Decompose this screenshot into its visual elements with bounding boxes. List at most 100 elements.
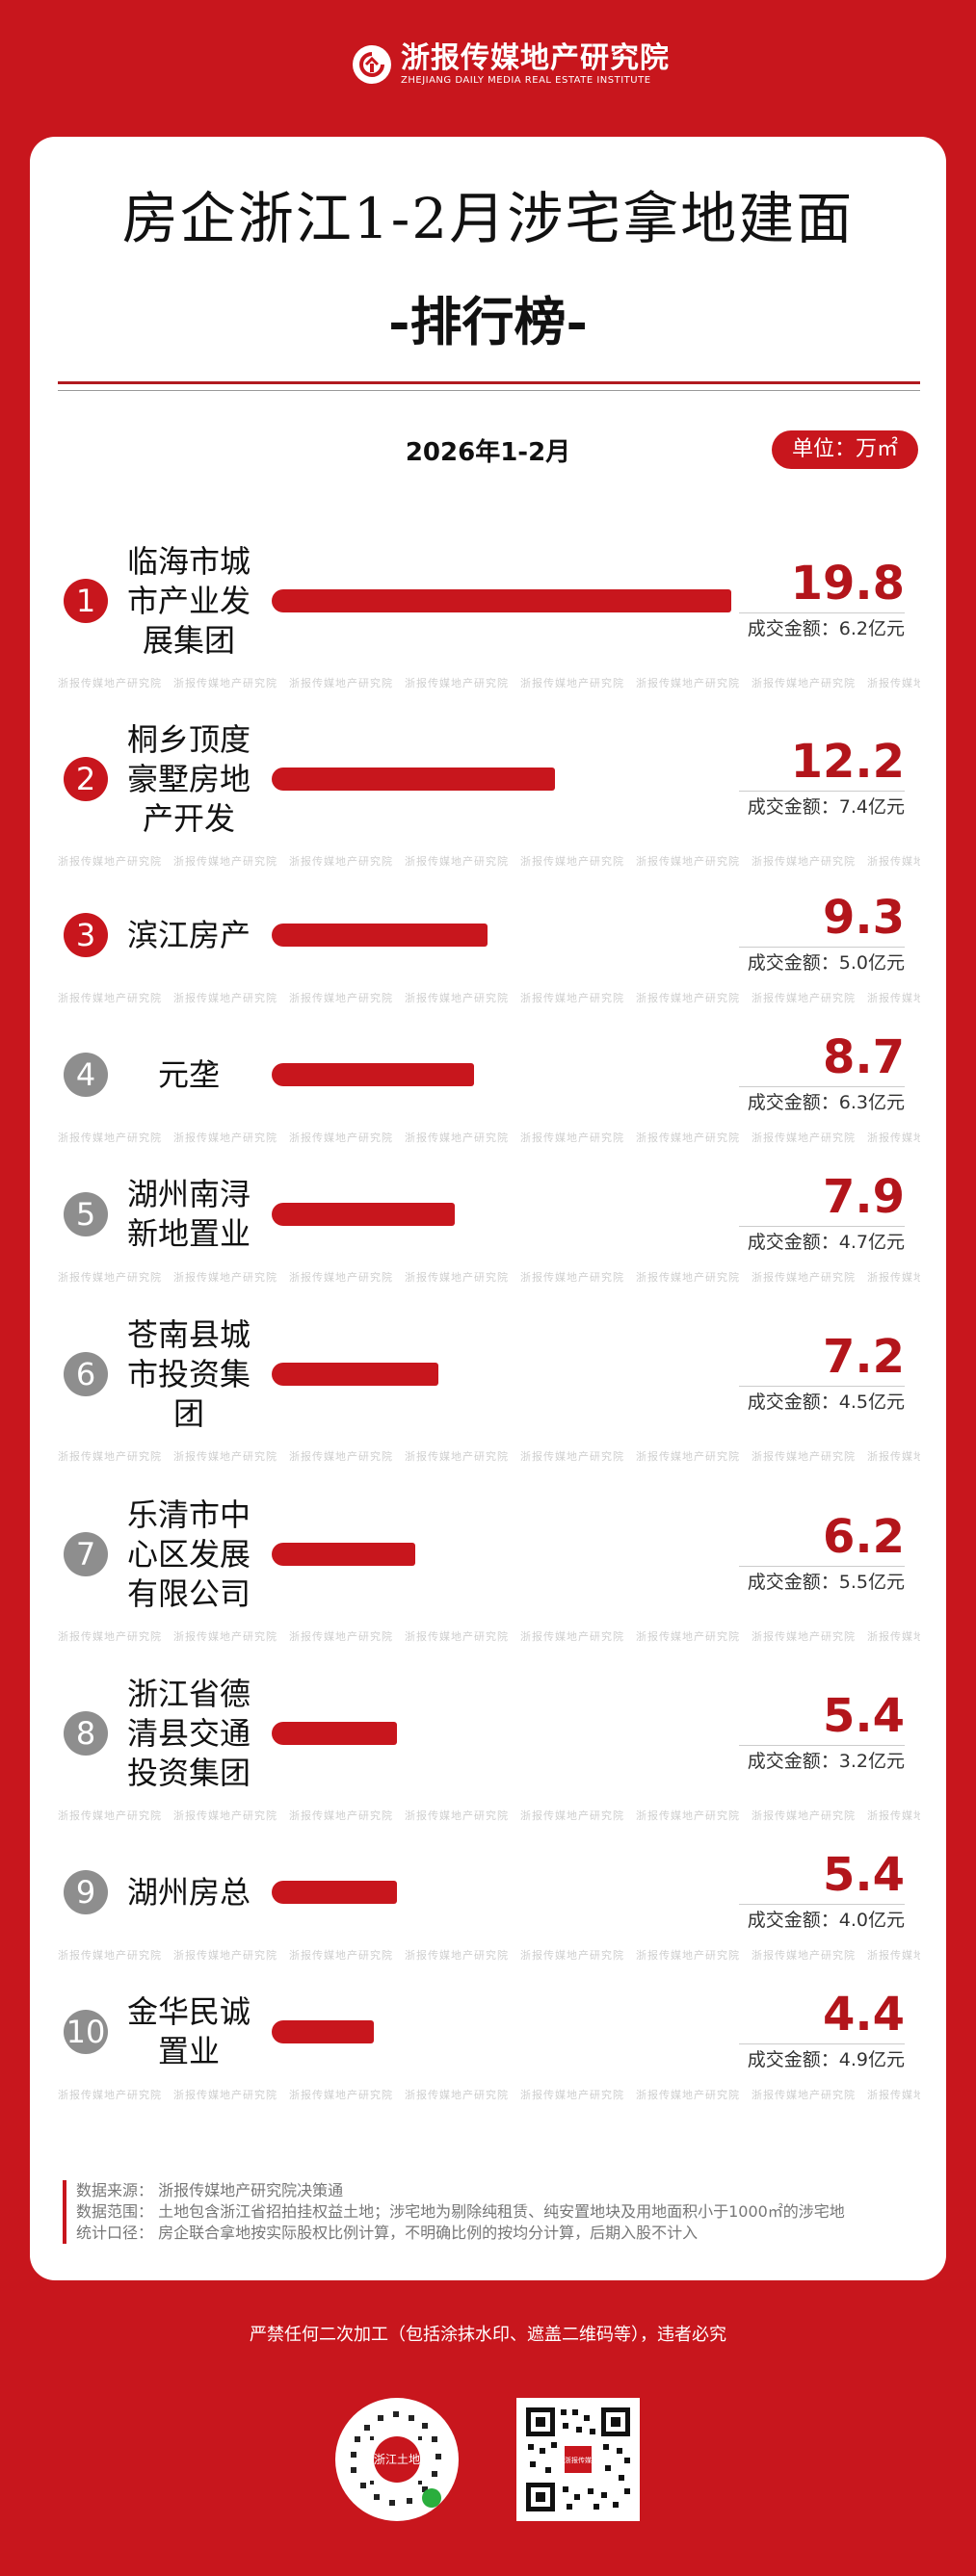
- deal-divider: [739, 1086, 905, 1087]
- watermark-strip: 浙报传媒地产研究院 浙报传媒地产研究院 浙报传媒地产研究院 浙报传媒地产研究院 …: [58, 855, 920, 868]
- ranking-row: 6 苍南县城市投资集团 7.2 成交金额：4.5亿元浙报传媒地产研究院 浙报传媒地产研…: [30, 1300, 946, 1464]
- rank-badge: 9: [64, 1870, 108, 1914]
- value-bar: [272, 1722, 397, 1745]
- value-label: 6.2: [822, 1510, 905, 1564]
- period-label: 2026年1-2月: [405, 438, 571, 467]
- value-bar: [272, 1881, 397, 1904]
- company-name: 湖州南浔新地置业: [126, 1176, 251, 1252]
- rank-badge: 3: [64, 913, 108, 957]
- company-name: 苍南县城市投资集团: [126, 1316, 251, 1432]
- company-name: 乐清市中心区发展有限公司: [126, 1496, 251, 1612]
- ranking-row: 8 浙江省德清县交通投资集团 5.4 成交金额：3.2亿元浙报传媒地产研究院 浙报传媒…: [30, 1659, 946, 1823]
- rank-badge: 4: [64, 1053, 108, 1097]
- deal-amount: 成交金额：5.5亿元: [747, 1572, 905, 1593]
- rank-badge: 10: [64, 2010, 108, 2054]
- value-label: 5.4: [822, 1848, 905, 1902]
- rank-badge: 6: [64, 1352, 108, 1396]
- note-source: 数据来源： 浙报传媒地产研究院决策通: [76, 2181, 344, 2199]
- watermark-strip: 浙报传媒地产研究院 浙报传媒地产研究院 浙报传媒地产研究院 浙报传媒地产研究院 …: [58, 1132, 920, 1144]
- deal-amount: 成交金额：4.0亿元: [747, 1910, 905, 1931]
- ranking-row: 5 湖州南浔新地置业 7.9 成交金额：4.7亿元浙报传媒地产研究院 浙报传媒地产研究…: [30, 1159, 946, 1285]
- company-name: 桐乡顶度豪墅房地产开发: [126, 721, 251, 837]
- deal-divider: [739, 612, 905, 613]
- value-label: 9.3: [822, 891, 905, 945]
- ranking-row: 1 临海市城市产业发展集团 19.8 成交金额：6.2亿元浙报传媒地产研究院 浙报传媒…: [30, 527, 946, 690]
- watermark-strip: 浙报传媒地产研究院 浙报传媒地产研究院 浙报传媒地产研究院 浙报传媒地产研究院 …: [58, 677, 920, 690]
- rank-badge: 5: [64, 1192, 108, 1236]
- ranking-row: 10 金华民诚置业 4.4 成交金额：4.9亿元浙报传媒地产研究院 浙报传媒地产研究院…: [30, 1977, 946, 2102]
- value-label: 7.2: [822, 1330, 905, 1384]
- deal-amount: 成交金额：4.7亿元: [747, 1232, 905, 1253]
- unit-badge: 单位：万㎡: [772, 430, 918, 469]
- rank-badge: 1: [64, 579, 108, 623]
- page-title: 房企浙江1-2月涉宅拿地建面: [121, 186, 855, 251]
- qr-code-zhejiang-land[interactable]: 浙江土地: [335, 2398, 459, 2521]
- deal-divider: [739, 1226, 905, 1227]
- deal-divider: [739, 1904, 905, 1905]
- deal-amount: 成交金额：4.9亿元: [747, 2049, 905, 2070]
- deal-amount: 成交金额：6.2亿元: [747, 618, 905, 639]
- deal-amount: 成交金额：3.2亿元: [747, 1751, 905, 1772]
- data-notes: 数据来源： 浙报传媒地产研究院决策通 数据范围： 土地包含浙江省招拍挂权益土地；…: [63, 2180, 924, 2244]
- note-scope: 数据范围： 土地包含浙江省招拍挂权益土地；涉宅地为剔除纯租赁、纯安置地块及用地面…: [76, 2202, 845, 2221]
- ranking-row: 2 桐乡顶度豪墅房地产开发 12.2 成交金额：7.4亿元浙报传媒地产研究院 浙报传媒…: [30, 705, 946, 869]
- logo-english-name: ZHEJIANG DAILY MEDIA REAL ESTATE INSTITU…: [401, 75, 651, 86]
- ranking-row: 4 元垄 8.7 成交金额：6.3亿元浙报传媒地产研究院 浙报传媒地产研究院 浙报传媒…: [30, 1020, 946, 1145]
- title-divider: [58, 381, 920, 384]
- deal-divider: [739, 1566, 905, 1567]
- company-name: 浙江省德清县交通投资集团: [126, 1676, 251, 1791]
- watermark-strip: 浙报传媒地产研究院 浙报传媒地产研究院 浙报传媒地产研究院 浙报传媒地产研究院 …: [58, 2089, 920, 2101]
- value-label: 5.4: [822, 1689, 905, 1743]
- value-bar: [272, 924, 488, 947]
- qr-right-label: 浙报传媒: [565, 2456, 592, 2464]
- ranking-row: 3 滨江房产 9.3 成交金额：5.0亿元浙报传媒地产研究院 浙报传媒地产研究院 浙报…: [30, 880, 946, 1005]
- rank-badge: 7: [64, 1532, 108, 1576]
- watermark-strip: 浙报传媒地产研究院 浙报传媒地产研究院 浙报传媒地产研究院 浙报传媒地产研究院 …: [58, 992, 920, 1004]
- watermark-strip: 浙报传媒地产研究院 浙报传媒地产研究院 浙报传媒地产研究院 浙报传媒地产研究院 …: [58, 1450, 920, 1463]
- disclaimer: 严禁任何二次加工（包括涂抹水印、遮盖二维码等），违者必究: [250, 2325, 726, 2345]
- logo-emblem-icon: [353, 45, 391, 84]
- company-name: 滨江房产: [126, 917, 251, 953]
- value-bar: [272, 589, 731, 612]
- watermark-strip: 浙报传媒地产研究院 浙报传媒地产研究院 浙报传媒地产研究院 浙报传媒地产研究院 …: [58, 1630, 920, 1643]
- value-label: 19.8: [790, 557, 905, 611]
- rank-badge: 8: [64, 1711, 108, 1756]
- deal-amount: 成交金额：6.3亿元: [747, 1092, 905, 1113]
- deal-amount: 成交金额：4.5亿元: [747, 1392, 905, 1413]
- header: 浙报传媒地产研究院 ZHEJIANG DAILY MEDIA REAL ESTA…: [0, 0, 976, 135]
- logo-name: 浙报传媒地产研究院: [401, 41, 670, 75]
- qr-left-label: 浙江土地: [374, 2453, 420, 2466]
- watermark-strip: 浙报传媒地产研究院 浙报传媒地产研究院 浙报传媒地产研究院 浙报传媒地产研究院 …: [58, 1809, 920, 1822]
- watermark-strip: 浙报传媒地产研究院 浙报传媒地产研究院 浙报传媒地产研究院 浙报传媒地产研究院 …: [58, 1271, 920, 1284]
- brand-logo: 浙报传媒地产研究院 ZHEJIANG DAILY MEDIA REAL ESTA…: [353, 42, 670, 87]
- deal-divider: [739, 2043, 905, 2044]
- ranking-row: 7 乐清市中心区发展有限公司 6.2 成交金额：5.5亿元浙报传媒地产研究院 浙报传媒…: [30, 1480, 946, 1644]
- note-method: 统计口径： 房企联合拿地按实际股权比例计算，不明确比例的按均分计算，后期入股不计…: [76, 2224, 699, 2242]
- value-bar: [272, 1203, 455, 1226]
- value-bar: [272, 2020, 374, 2043]
- value-bar: [272, 768, 555, 791]
- title-divider-thin: [58, 390, 920, 391]
- value-label: 12.2: [790, 735, 905, 789]
- ranking-card: 房企浙江1-2月涉宅拿地建面 -排行榜- 2026年1-2月 单位：万㎡ 1 临海…: [30, 137, 946, 2280]
- deal-divider: [739, 1386, 905, 1387]
- ranking-row: 9 湖州房总 5.4 成交金额：4.0亿元浙报传媒地产研究院 浙报传媒地产研究院 浙报…: [30, 1837, 946, 1963]
- company-name: 临海市城市产业发展集团: [126, 543, 251, 659]
- deal-divider: [739, 791, 905, 792]
- company-name: 金华民诚置业: [126, 1993, 251, 2069]
- value-label: 7.9: [822, 1170, 905, 1224]
- rank-badge: 2: [64, 757, 108, 801]
- watermark-strip: 浙报传媒地产研究院 浙报传媒地产研究院 浙报传媒地产研究院 浙报传媒地产研究院 …: [58, 1949, 920, 1962]
- company-name: 湖州房总: [126, 1874, 251, 1911]
- deal-amount: 成交金额：5.0亿元: [747, 952, 905, 974]
- value-label: 4.4: [822, 1988, 905, 2042]
- value-label: 8.7: [822, 1030, 905, 1084]
- deal-divider: [739, 947, 905, 948]
- deal-divider: [739, 1745, 905, 1746]
- page-subtitle: -排行榜-: [388, 291, 588, 352]
- deal-amount: 成交金额：7.4亿元: [747, 796, 905, 818]
- company-name: 元垄: [157, 1056, 220, 1093]
- value-bar: [272, 1063, 474, 1086]
- value-bar: [272, 1543, 415, 1566]
- qr-code-wechat[interactable]: 浙报传媒: [516, 2398, 640, 2521]
